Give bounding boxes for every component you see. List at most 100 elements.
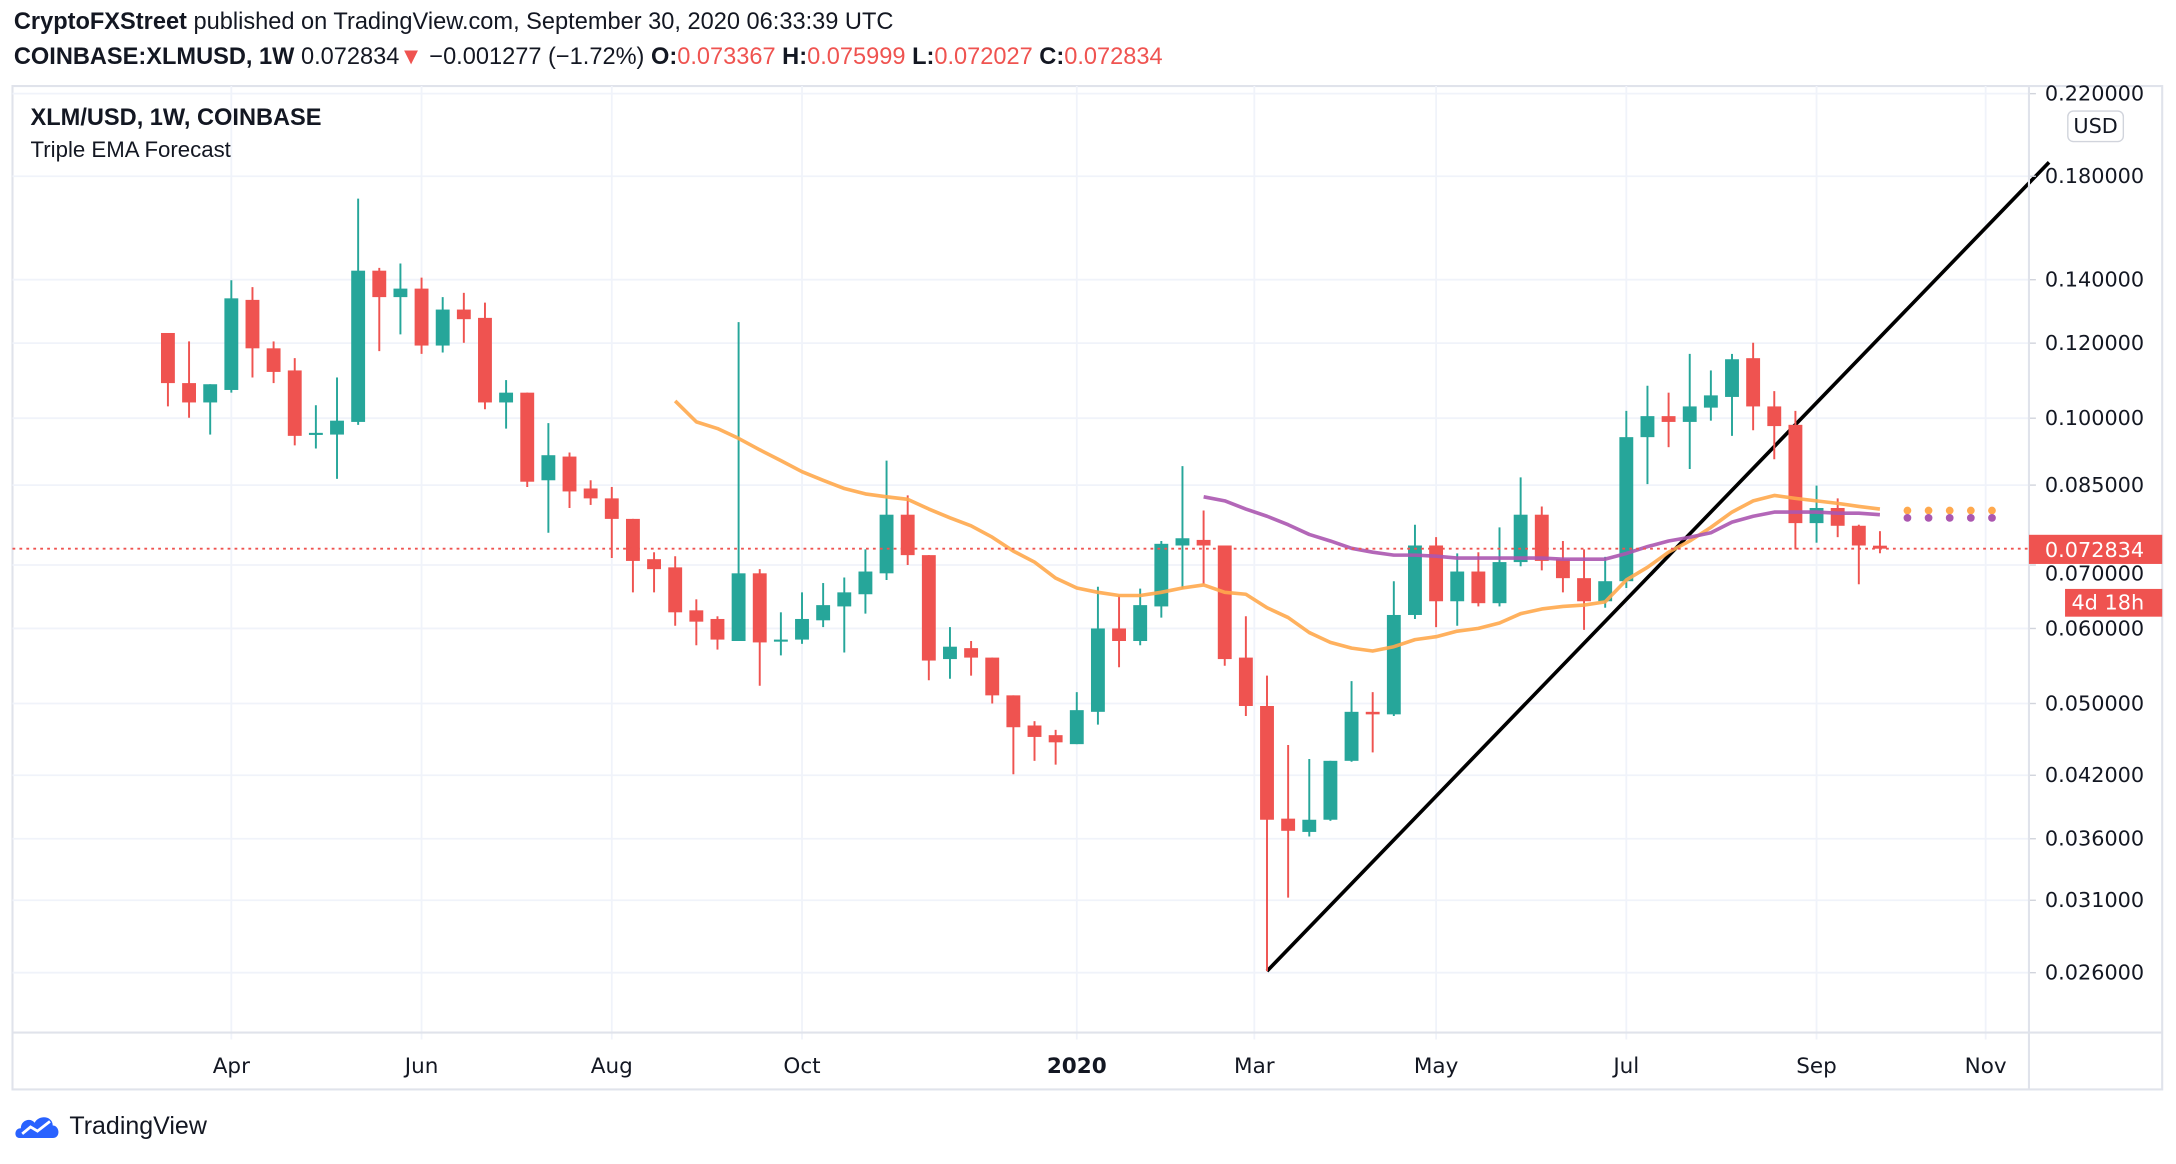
x-tick-label: Jul bbox=[1611, 1054, 1639, 1079]
candle-body bbox=[1471, 571, 1486, 604]
symbol-info: COINBASE:XLMUSD, 1W 0.072834▼ −0.001277 … bbox=[14, 43, 1163, 71]
candle-bearish bbox=[1429, 537, 1444, 628]
forecast-dot-slow bbox=[1988, 513, 1996, 522]
candle-bullish bbox=[1344, 681, 1359, 762]
candle-body bbox=[541, 455, 556, 481]
y-tick-label: 0.120000 bbox=[2045, 331, 2144, 355]
candle-body bbox=[1851, 525, 1866, 546]
candle-body bbox=[1873, 545, 1887, 549]
y-tick-label: 0.070000 bbox=[2045, 562, 2144, 586]
candle-body bbox=[921, 555, 936, 661]
y-tick-label: 0.036000 bbox=[2045, 827, 2144, 851]
candle-bearish bbox=[1027, 721, 1042, 761]
candle-bearish bbox=[752, 569, 767, 686]
candle-body bbox=[1048, 735, 1063, 743]
legend-title: XLM/USD, 1W, COINBASE bbox=[30, 104, 322, 131]
low-label: L: bbox=[912, 43, 935, 70]
candle-body bbox=[224, 298, 239, 390]
candle-body bbox=[1175, 538, 1190, 546]
ema-slow-line bbox=[1203, 495, 1881, 561]
candle-body bbox=[1408, 545, 1422, 615]
candle-bearish bbox=[604, 487, 619, 559]
candle-body bbox=[203, 384, 218, 403]
candle-bullish bbox=[330, 377, 344, 479]
x-tick-label: Sep bbox=[1796, 1054, 1837, 1079]
axes: 0.220000 0.180000 0.140000 0.120000 0.100000… bbox=[12, 82, 2163, 1090]
candle-bearish bbox=[1048, 729, 1063, 765]
candle-body bbox=[1703, 395, 1718, 408]
candle-bearish bbox=[583, 480, 598, 505]
candle-body bbox=[182, 383, 196, 403]
candle-body bbox=[1492, 562, 1507, 604]
y-tick-label: 0.042000 bbox=[2045, 763, 2144, 787]
candle-bullish bbox=[837, 577, 852, 653]
candle-body bbox=[879, 514, 894, 574]
candle-body bbox=[1090, 628, 1105, 712]
candle-body bbox=[1577, 578, 1591, 602]
tradingview-cloud-icon bbox=[15, 1117, 59, 1138]
candle-bearish bbox=[414, 277, 429, 354]
publisher-name[interactable]: CryptoFXStreet bbox=[13, 8, 187, 35]
down-arrow-icon: ▼ bbox=[399, 43, 423, 70]
x-tick-label: Apr bbox=[213, 1054, 250, 1079]
candle-bullish bbox=[1386, 581, 1401, 717]
candles bbox=[160, 198, 1887, 972]
candle-bullish bbox=[1640, 385, 1655, 485]
candle-body bbox=[1746, 358, 1761, 407]
candle-bearish bbox=[1661, 392, 1676, 448]
publish-info: CryptoFXStreet published on TradingView.… bbox=[14, 8, 894, 36]
candle-bearish bbox=[160, 332, 175, 407]
candle-bearish bbox=[456, 292, 471, 343]
candle-body bbox=[520, 392, 535, 482]
candle-body bbox=[1640, 416, 1655, 438]
candle-bearish bbox=[1217, 545, 1232, 666]
legend-indicator[interactable]: Triple EMA Forecast bbox=[30, 138, 231, 163]
candle-body bbox=[964, 648, 979, 658]
candle-bullish bbox=[224, 280, 239, 393]
candle-body bbox=[689, 610, 704, 622]
candle-body bbox=[1154, 543, 1169, 607]
candle-bearish bbox=[710, 616, 725, 650]
candle-body bbox=[1513, 514, 1528, 563]
low-value: 0.072027 bbox=[934, 43, 1033, 70]
candle-bearish bbox=[478, 302, 492, 410]
high-label: H: bbox=[782, 43, 808, 70]
candle-body bbox=[1344, 711, 1359, 761]
candle-bullish bbox=[1725, 353, 1739, 436]
candle-bullish bbox=[1069, 692, 1084, 745]
forecast-dot-fast bbox=[1903, 506, 1912, 515]
forecast-dot-slow bbox=[1945, 513, 1954, 522]
y-tick-label: 0.085000 bbox=[2045, 473, 2144, 497]
candle-body bbox=[1133, 605, 1148, 642]
tradingview-brand: TradingView bbox=[69, 1110, 207, 1139]
candle-bearish bbox=[182, 341, 196, 418]
currency-badge bbox=[2067, 110, 2125, 143]
support-trendline bbox=[1265, 161, 2051, 973]
candle-body bbox=[499, 392, 514, 403]
candle-bearish bbox=[1196, 510, 1211, 585]
candle-bearish bbox=[562, 452, 577, 508]
candle-body bbox=[351, 270, 366, 422]
y-tick-label: 0.060000 bbox=[2045, 616, 2144, 640]
candle-bearish bbox=[647, 552, 661, 593]
candle-bearish bbox=[1281, 745, 1296, 898]
candle-body bbox=[1196, 539, 1211, 546]
tradingview-logo[interactable]: TradingView bbox=[14, 1110, 207, 1141]
candle-bullish bbox=[1492, 527, 1507, 607]
candle-body bbox=[562, 456, 577, 492]
candle-body bbox=[858, 571, 873, 595]
candle-body bbox=[1809, 507, 1824, 524]
candle-bullish bbox=[1619, 410, 1634, 588]
candle-bullish bbox=[1513, 477, 1528, 567]
candle-bullish bbox=[858, 549, 873, 614]
close-value: 0.072834 bbox=[1064, 43, 1163, 70]
symbol: COINBASE:XLMUSD, 1W bbox=[13, 43, 295, 70]
y-tick-label: 0.180000 bbox=[2045, 164, 2144, 188]
candle-body bbox=[1006, 695, 1021, 728]
candle-bearish bbox=[1006, 695, 1021, 775]
candle-bearish bbox=[1767, 391, 1782, 460]
candle-body bbox=[795, 618, 809, 640]
ema-fast-line bbox=[673, 399, 1881, 653]
candle-body bbox=[710, 618, 725, 640]
